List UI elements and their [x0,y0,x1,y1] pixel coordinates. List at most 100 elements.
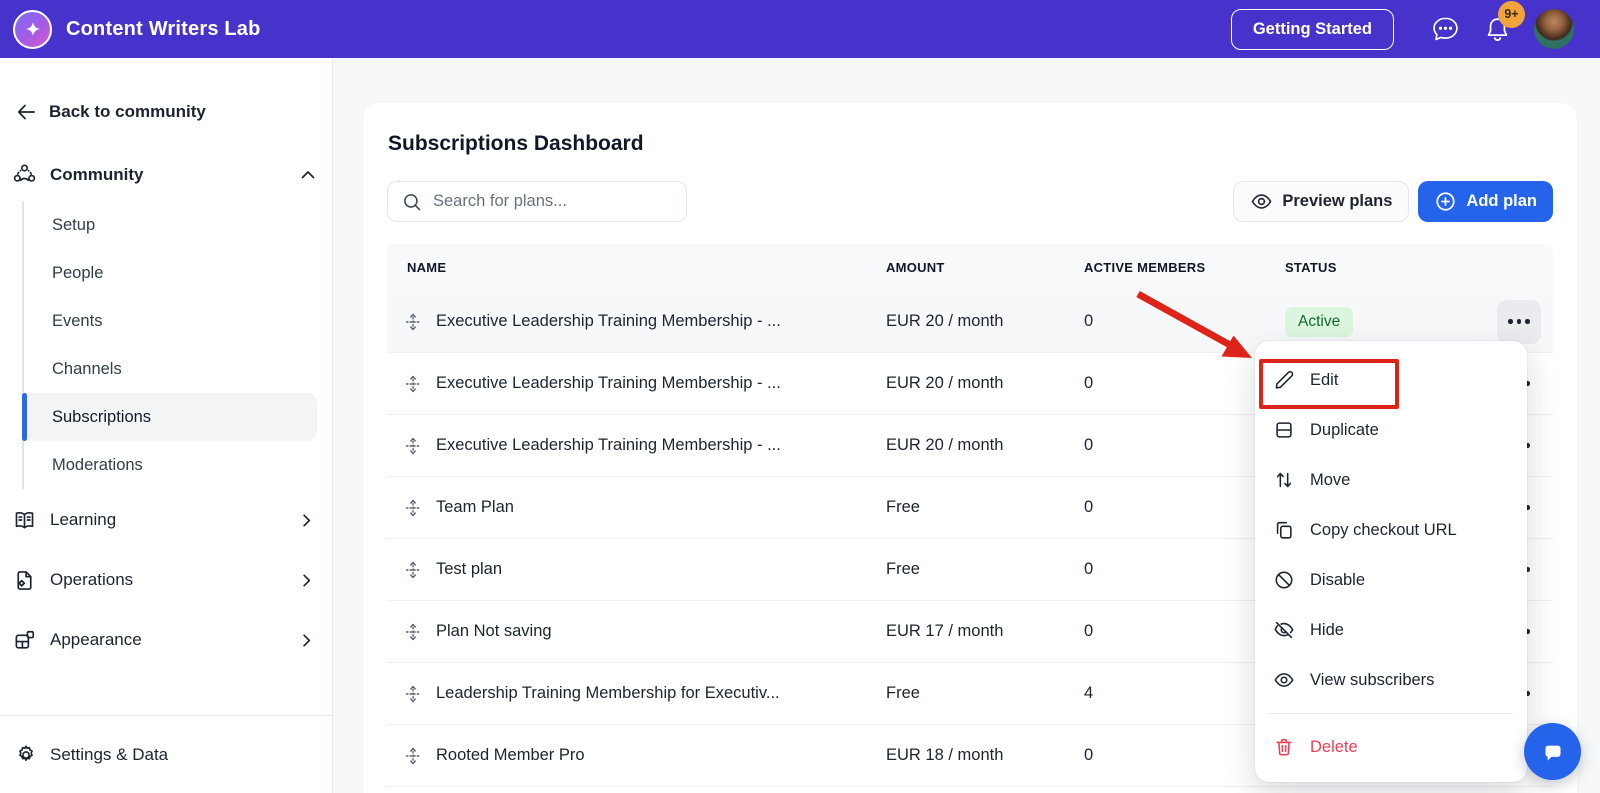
menu-item-copy-checkout-url[interactable]: Copy checkout URL [1255,505,1527,555]
community-logo[interactable] [13,9,52,49]
community-icon [13,164,36,182]
book-icon [15,511,34,529]
plan-name: Leadership Training Membership for Execu… [436,684,780,702]
toolbar-actions: Preview plans Add plan [1233,181,1553,222]
menu-item-view-subscribers[interactable]: View subscribers [1255,655,1527,705]
sidebar-item-subscriptions[interactable]: Subscriptions [22,393,317,441]
page-title: Subscriptions Dashboard [388,132,644,155]
plan-name: Plan Not saving [436,622,552,640]
top-bar-actions: Getting Started 9+ [1230,0,1574,50]
plan-amount: EUR 20 / month [886,436,1004,454]
drag-handle-icon[interactable] [404,499,422,517]
support-chat-widget[interactable] [1524,723,1581,780]
row-actions-menu: Edit Duplicate Move Copy checkout URL Di… [1255,341,1527,782]
layout-blocks-icon [15,630,35,649]
add-plan-button[interactable]: Add plan [1418,181,1553,222]
table-header: NAME AMOUNT ACTIVE MEMBERS STATUS [387,244,1553,291]
community-title: Content Writers Lab [66,17,261,40]
plan-amount: EUR 17 / month [886,622,1004,640]
plan-name: Executive Leadership Training Membership… [436,312,781,330]
drag-handle-icon[interactable] [404,623,422,641]
chat-widget-bubble-icon [1545,745,1560,761]
menu-item-edit[interactable]: Edit [1255,355,1527,405]
trash-icon [1276,738,1292,756]
drag-handle-icon[interactable] [404,685,422,703]
sidebar-item-moderations[interactable]: Moderations [52,455,143,474]
drag-handle-icon[interactable] [404,561,422,579]
chevron-right-icon [303,573,311,587]
table-row[interactable]: Test plan Free 0 [387,539,1553,601]
column-header-status: STATUS [1285,260,1337,275]
notifications: 9+ [1483,0,1525,44]
column-header-name: NAME [407,260,447,275]
drag-handle-icon[interactable] [404,313,422,331]
settings-and-data-link[interactable]: Settings & Data [0,715,332,793]
top-bar: Content Writers Lab Getting Started 9+ [0,0,1600,58]
plan-name: Test plan [436,560,503,578]
plan-amount: Free [886,560,920,578]
plan-members: 0 [1084,436,1094,454]
plan-name: Executive Leadership Training Membership… [436,374,781,392]
menu-item-delete[interactable]: Delete [1255,722,1527,772]
sparkle-icon [25,22,40,36]
plan-members: 0 [1084,746,1094,764]
sidebar-item-people[interactable]: People [52,263,104,282]
column-header-amount: AMOUNT [886,260,945,275]
document-gear-icon [17,570,32,590]
sidebar-item-events[interactable]: Events [52,311,103,330]
status-badge: Active [1285,306,1354,337]
menu-item-duplicate[interactable]: Duplicate [1255,405,1527,455]
plan-amount: Free [886,498,920,516]
eye-off-icon [1274,621,1294,639]
move-arrows-icon [1276,472,1292,488]
plus-circle-icon [1436,192,1456,211]
search-icon [404,193,421,210]
plan-members: 4 [1084,684,1094,702]
learning-section-label: Learning [50,510,117,529]
messages-button[interactable] [1430,14,1461,45]
user-avatar[interactable] [1534,9,1574,49]
table-row[interactable]: Plan Not saving EUR 17 / month 0 [387,601,1553,663]
sidebar-section-learning[interactable]: Learning [0,491,332,549]
table-row[interactable]: Leadership Training Membership for Execu… [387,663,1553,725]
arrow-left-icon [17,104,35,120]
plan-members: 0 [1084,498,1094,516]
disable-icon [1275,571,1293,589]
eye-icon [1251,194,1272,209]
sidebar-item-setup[interactable]: Setup [52,215,96,234]
getting-started-button[interactable]: Getting Started [1230,8,1394,50]
menu-item-move[interactable]: Move [1255,455,1527,505]
plan-members: 0 [1084,374,1094,392]
search-input[interactable] [433,192,673,211]
plan-name: Team Plan [436,498,514,516]
brand: Content Writers Lab [13,9,261,49]
column-header-members: ACTIVE MEMBERS [1084,260,1206,275]
back-to-community-link[interactable]: Back to community [14,100,318,124]
appearance-section-label: Appearance [50,630,142,649]
sidebar-item-channels[interactable]: Channels [52,359,122,378]
menu-item-disable[interactable]: Disable [1255,555,1527,605]
sidebar-section-appearance[interactable]: Appearance [0,611,332,669]
table-row[interactable]: Executive Leadership Training Membership… [387,415,1553,477]
preview-plans-button[interactable]: Preview plans [1233,181,1410,222]
sidebar-section-community[interactable]: Community [12,162,318,187]
menu-divider [1269,713,1513,714]
row-actions-button[interactable] [1497,299,1541,344]
menu-item-hide[interactable]: Hide [1255,605,1527,655]
drag-handle-icon[interactable] [404,747,422,765]
plan-members: 0 [1084,560,1094,578]
copy-icon [1276,521,1292,539]
sidebar-section-operations[interactable]: Operations [0,551,332,609]
plan-amount: EUR 20 / month [886,312,1004,330]
toolbar: Preview plans Add plan [387,181,1553,222]
table-row[interactable]: Rooted Member Pro EUR 18 / month 0 [387,725,1553,787]
table-row[interactable]: Team Plan Free 0 [387,477,1553,539]
plan-amount: EUR 20 / month [886,374,1004,392]
chevron-right-icon [303,513,311,527]
chevron-up-icon [301,170,315,178]
drag-handle-icon[interactable] [404,375,422,393]
plan-members: 0 [1084,622,1094,640]
drag-handle-icon[interactable] [404,437,422,455]
table-row[interactable]: Executive Leadership Training Membership… [387,353,1553,415]
search-box [387,181,687,222]
